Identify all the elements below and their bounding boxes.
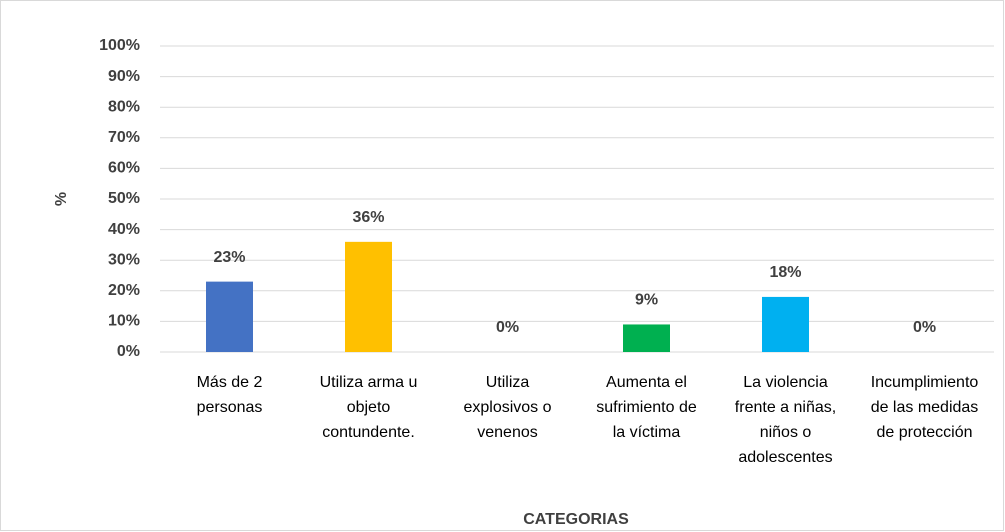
y-tick-label: 10% [108,313,140,330]
x-tick-label: de las medidas [871,399,979,416]
y-tick-label: 90% [108,68,140,85]
x-tick-label: personas [197,399,263,416]
y-tick-label: 80% [108,98,140,115]
x-tick-label: Aumenta el [606,374,687,391]
value-label: 23% [213,249,245,266]
x-tick-label: de protección [876,424,972,441]
y-axis-label: % [53,192,70,206]
bar [762,296,809,352]
x-tick-label: adolescentes [738,449,832,466]
x-tick-label: Utiliza arma u [320,374,418,391]
y-tick-label: 70% [108,129,140,146]
x-tick-label: contundente. [322,424,415,441]
x-tick-label: Incumplimiento [871,374,979,391]
value-label: 18% [769,264,801,281]
value-label: 0% [496,319,519,336]
bar [623,324,670,352]
x-tick-label: La violencia [743,374,828,391]
x-tick-label: Más de 2 [197,374,263,391]
y-tick-label: 50% [108,190,140,207]
x-tick-label: sufrimiento de [596,399,697,416]
y-tick-label: 60% [108,160,140,177]
bar [345,241,392,352]
x-tick-label: Utiliza [486,374,530,391]
y-tick-label: 100% [99,37,140,54]
bar [206,281,253,352]
y-tick-label: 30% [108,251,140,268]
x-tick-label: la víctima [613,424,681,441]
y-tick-label: 20% [108,282,140,299]
value-label: 0% [913,319,936,336]
x-tick-label: explosivos o [463,399,551,416]
value-label: 36% [352,209,384,226]
x-tick-label: frente a niñas, [735,399,836,416]
value-label: 9% [635,292,658,309]
x-tick-label: venenos [477,424,538,441]
y-tick-label: 40% [108,221,140,238]
x-tick-label: objeto [347,399,391,416]
x-tick-label: niños o [760,424,812,441]
y-tick-label: 0% [117,343,140,360]
x-axis-label: CATEGORIAS [523,511,629,528]
